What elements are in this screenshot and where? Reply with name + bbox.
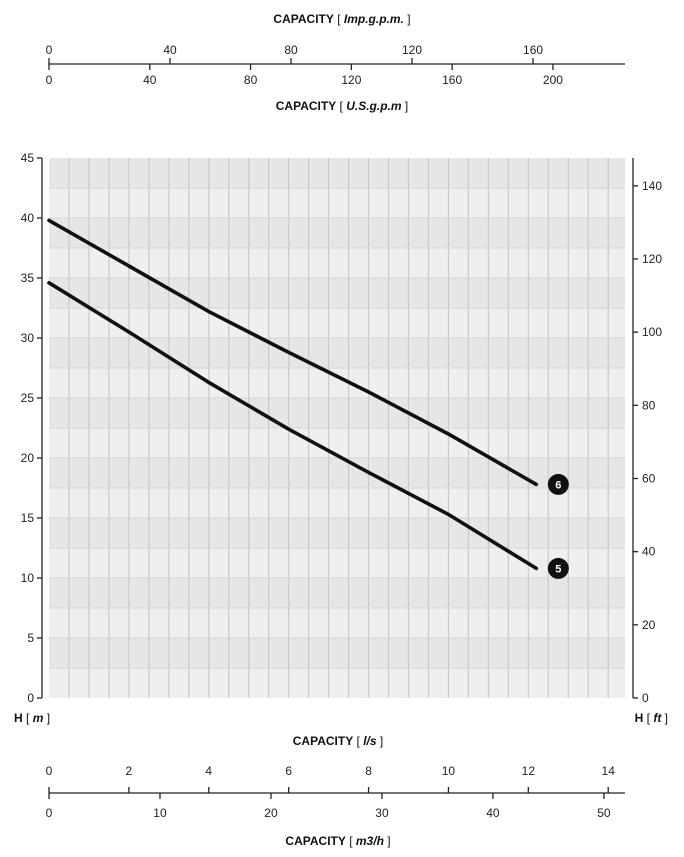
top-axis-title-us-unit: U.S.g.p.m (346, 99, 402, 113)
bottom-axis-m3h-tick-label: 10 (153, 806, 167, 820)
series-6-curve (47, 218, 539, 487)
right-axis-title-unit: ft (653, 711, 662, 725)
left-axis-tick-label: 15 (21, 511, 35, 525)
top-axis-us-tick-label: 0 (46, 73, 53, 87)
left-axis-title-bracket-open: [ (23, 711, 33, 725)
top-axis-us-tick-label: 40 (143, 73, 157, 87)
left-axis-tick-label: 35 (21, 271, 35, 285)
right-axis-tick-label: 60 (642, 471, 656, 485)
right-axis-tick-label: 0 (642, 691, 649, 705)
left-axis-tick-label: 0 (27, 691, 34, 705)
bottom-axis-title-m3h-bracket-close: ] (384, 834, 391, 848)
bottom-axis-title-ls: CAPACITY [ l/s ] (293, 734, 383, 748)
left-axis-title-prefix: H (14, 711, 23, 725)
right-axis-tick-label: 140 (642, 179, 662, 193)
grid-band (49, 158, 625, 188)
left-axis-tick-label: 10 (21, 571, 35, 585)
top-axis-title-imp-unit: Imp.g.p.m. (344, 12, 404, 26)
performance-curves: 65 (47, 218, 569, 579)
top-axis-us-tick-label: 80 (244, 73, 258, 87)
top-axis-title-us: CAPACITY [ U.S.g.p.m ] (276, 99, 408, 113)
grid-lines (49, 158, 625, 698)
right-axis-title: H [ ft ] (635, 711, 668, 725)
left-axis-title: H [ m ] (14, 711, 50, 725)
series-6-label: 6 (555, 479, 561, 491)
axis-labels: CAPACITY [ Imp.g.p.m. ]CAPACITY [ U.S.g.… (14, 12, 668, 848)
grid-band (49, 458, 625, 488)
grid-band (49, 398, 625, 428)
bottom-axis-m3h-tick-label: 40 (486, 806, 500, 820)
right-axis-title-bracket-open: [ (643, 711, 653, 725)
bottom-axis-ls-tick-label: 0 (46, 764, 53, 778)
grid-band (49, 218, 625, 248)
grid-band (49, 518, 625, 548)
top-axis-title-imp-bracket-close: ] (404, 12, 411, 26)
bottom-axis-title-ls-prefix: CAPACITY (293, 734, 353, 748)
grid-band (49, 278, 625, 308)
bottom-axis-title-m3h-prefix: CAPACITY (285, 834, 345, 848)
left-axis-tick-label: 45 (21, 151, 35, 165)
top-axis-imp-tick-label: 0 (46, 43, 53, 57)
bottom-axis-m3h-tick-label: 30 (375, 806, 389, 820)
top-axis-title-us-prefix: CAPACITY (276, 99, 336, 113)
bottom-axis-title-m3h-unit: m3/h (356, 834, 384, 848)
left-axis-title-bracket-close: ] (43, 711, 50, 725)
left-axis-tick-label: 20 (21, 451, 35, 465)
top-axis-title-us-bracket-close: ] (402, 99, 409, 113)
top-axis-us-tick-label: 120 (341, 73, 361, 87)
series-5-label: 5 (555, 563, 561, 575)
top-axis-imp-tick-label: 160 (523, 43, 543, 57)
right-axis-tick-label: 100 (642, 325, 662, 339)
top-axis-us-tick-label: 200 (543, 73, 563, 87)
top-axis-imp-tick-label: 120 (402, 43, 422, 57)
bottom-axis-ls-tick-label: 8 (365, 764, 372, 778)
bottom-axis-ls-tick-label: 10 (442, 764, 456, 778)
top-axis-imp-tick-label: 80 (284, 43, 298, 57)
right-axis-tick-label: 40 (642, 545, 656, 559)
top-axis-title-imp-prefix: CAPACITY (273, 12, 333, 26)
grid-band (49, 578, 625, 608)
left-axis-tick-label: 25 (21, 391, 35, 405)
left-axis-tick-label: 30 (21, 331, 35, 345)
top-axis-title-imp: CAPACITY [ Imp.g.p.m. ] (273, 12, 410, 26)
bottom-axis-m3h-tick-label: 0 (46, 806, 53, 820)
top-axis-us-tick-label: 160 (442, 73, 462, 87)
bottom-axis-title-ls-unit: l/s (363, 734, 377, 748)
bottom-axis-ls-tick-label: 4 (205, 764, 212, 778)
bottom-axis-title-m3h-bracket-open: [ (346, 834, 356, 848)
top-axis-title-us-bracket-open: [ (336, 99, 346, 113)
bottom-axis-ls-tick-label: 2 (126, 764, 133, 778)
grid-band (49, 638, 625, 668)
series-6-badge (547, 473, 569, 495)
right-axis-tick-label: 80 (642, 398, 656, 412)
grid-band (49, 338, 625, 368)
left-axis-tick-label: 5 (27, 631, 34, 645)
bottom-axis-m3h-tick-label: 50 (597, 806, 611, 820)
left-axis-title-unit: m (33, 711, 44, 725)
series-5-curve (47, 281, 539, 571)
top-axis-title-imp-bracket-open: [ (334, 12, 344, 26)
right-axis-tick-label: 120 (642, 252, 662, 266)
bottom-axis-ls-tick-label: 12 (522, 764, 536, 778)
left-axis-tick-label: 40 (21, 211, 35, 225)
bottom-axis-title-m3h: CAPACITY [ m3/h ] (285, 834, 390, 848)
right-axis-title-prefix: H (635, 711, 644, 725)
bottom-axis-ls-tick-label: 6 (285, 764, 292, 778)
bottom-axis-m3h-tick-label: 20 (264, 806, 278, 820)
series-5-badge (547, 557, 569, 579)
top-axis-imp-tick-label: 40 (163, 43, 177, 57)
right-axis-title-bracket-close: ] (661, 711, 668, 725)
bottom-axis-title-ls-bracket-open: [ (353, 734, 363, 748)
bottom-axis-title-ls-bracket-close: ] (377, 734, 384, 748)
bottom-axis-ls-tick-label: 14 (602, 764, 616, 778)
right-axis-tick-label: 20 (642, 618, 656, 632)
